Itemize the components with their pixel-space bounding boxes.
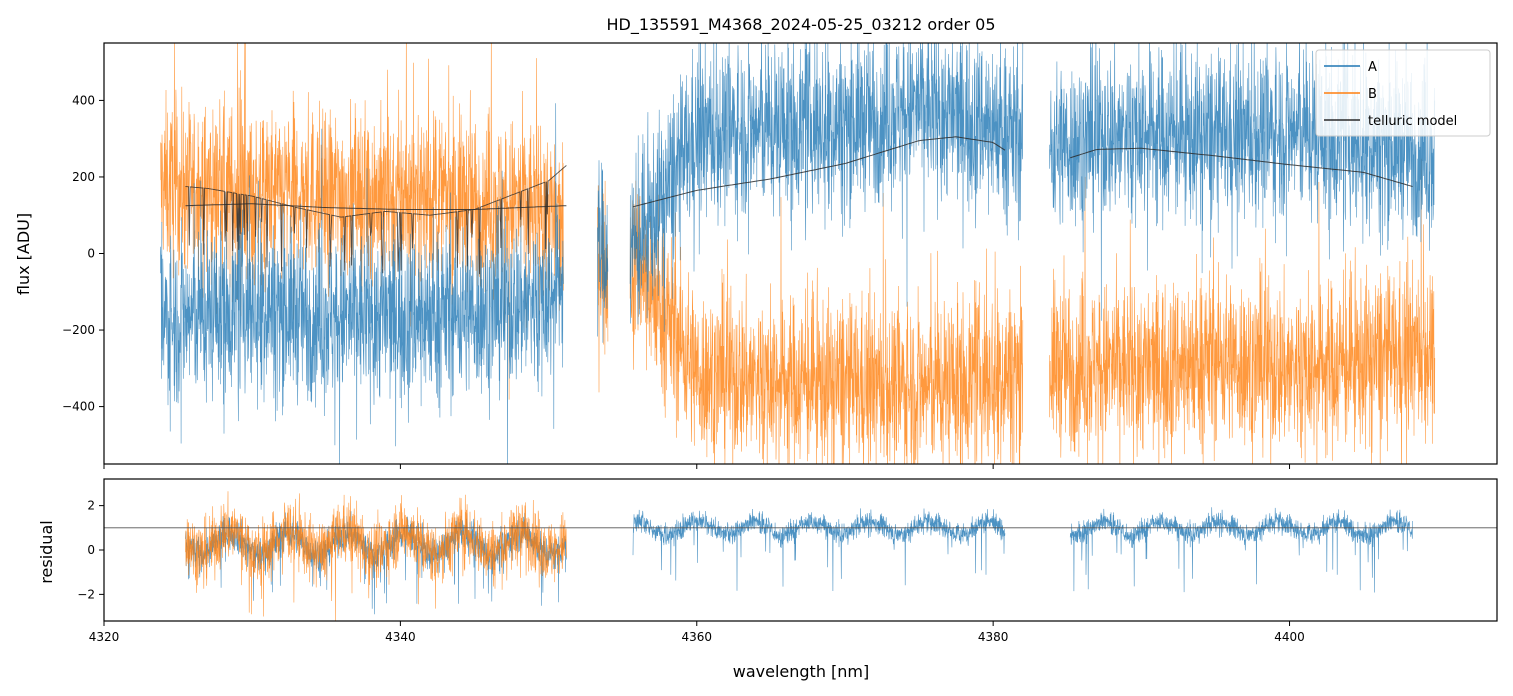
bottom-y-tick-label: −2 bbox=[77, 587, 95, 601]
legend-label-a: A bbox=[1368, 60, 1377, 75]
legend-frame bbox=[1315, 49, 1491, 137]
telluric-smooth-piece-1 bbox=[632, 136, 1006, 208]
bottom-x-tick-label: 4380 bbox=[978, 630, 1009, 644]
top-y-tick-label: 0 bbox=[87, 247, 95, 261]
series-a-line bbox=[160, 43, 1436, 464]
chart-title: HD_135591_M4368_2024-05-25_03212 order 0… bbox=[606, 15, 995, 35]
telluric-lines-piece-0 bbox=[185, 165, 567, 275]
series-a-line-segment-2 bbox=[629, 43, 1024, 332]
bottom-y-axis-label: residual bbox=[37, 520, 56, 583]
top-y-tick-label: 200 bbox=[72, 170, 95, 184]
top-y-axis: −400 −200 0 200 400 bbox=[62, 93, 104, 414]
bottom-x-tick-label: 4340 bbox=[385, 630, 416, 644]
bottom-y-axis: −2 0 2 bbox=[77, 499, 104, 601]
series-a-line-segment-3 bbox=[1049, 43, 1436, 321]
legend-label-b: B bbox=[1368, 87, 1377, 102]
bottom-y-tick-label: 2 bbox=[87, 499, 95, 513]
residual-a-line-segment-2 bbox=[1069, 507, 1413, 593]
residual-a-line-segment-1 bbox=[632, 508, 1006, 592]
legend: A B telluric model bbox=[1315, 49, 1491, 137]
telluric-model-line bbox=[185, 136, 1413, 275]
bottom-y-tick-label: 0 bbox=[87, 543, 95, 557]
bottom-x-tick-label: 4400 bbox=[1274, 630, 1305, 644]
x-axis-label: wavelength [nm] bbox=[733, 662, 870, 681]
series-b-line-segment-3 bbox=[1049, 158, 1436, 464]
top-y-tick-label: −400 bbox=[62, 400, 95, 414]
top-y-tick-label: −200 bbox=[62, 323, 95, 337]
top-y-axis-label: flux [ADU] bbox=[14, 213, 33, 295]
residual-b-line bbox=[185, 491, 567, 621]
series-b-line-segment-2 bbox=[629, 180, 1024, 464]
top-x-axis bbox=[103, 464, 1291, 469]
top-panel-plot-area bbox=[160, 43, 1436, 464]
top-y-tick-label: 400 bbox=[72, 93, 95, 107]
telluric-smooth-piece-2 bbox=[1070, 147, 1413, 187]
bottom-x-axis: 4320 4340 4360 4380 4400 bbox=[89, 621, 1305, 644]
bottom-x-tick-label: 4320 bbox=[89, 630, 120, 644]
bottom-panel-plot-area bbox=[104, 491, 1497, 621]
bottom-x-tick-label: 4360 bbox=[681, 630, 712, 644]
telluric-smooth-piece-0 bbox=[185, 203, 567, 210]
residual-b-line-segment-0 bbox=[185, 491, 567, 621]
series-a-line-segment-1 bbox=[597, 160, 609, 343]
legend-label-telluric: telluric model bbox=[1368, 114, 1457, 129]
series-a-line-segment-0 bbox=[160, 103, 564, 464]
